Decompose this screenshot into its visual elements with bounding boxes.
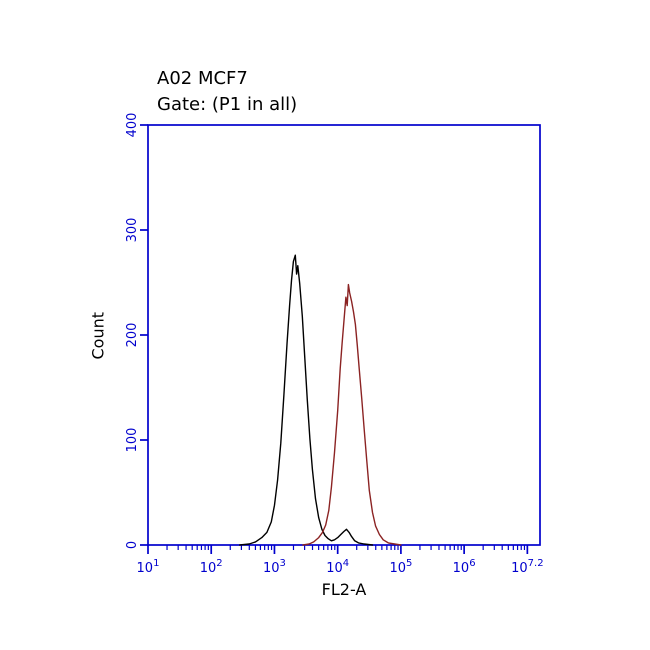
x-tick-label: 105 bbox=[389, 558, 412, 576]
y-tick-label: 200 bbox=[125, 323, 140, 348]
x-axis-label: FL2-A bbox=[321, 580, 367, 599]
x-tick-label: 102 bbox=[200, 558, 223, 576]
series-curve-stained-sample bbox=[302, 283, 402, 546]
x-tick-label: 103 bbox=[263, 558, 286, 576]
y-tick-label: 400 bbox=[125, 113, 140, 138]
series-curve-unstained-control bbox=[238, 254, 374, 546]
plot-frame bbox=[147, 124, 541, 546]
y-tick-label: 300 bbox=[125, 218, 140, 243]
y-tick-label: 100 bbox=[125, 428, 140, 453]
x-tick-label: 101 bbox=[137, 558, 160, 576]
y-tick-label: 0 bbox=[125, 541, 140, 549]
x-tick-label: 107.2 bbox=[511, 558, 543, 576]
x-tick-label: 104 bbox=[326, 558, 349, 576]
x-tick-label: 106 bbox=[453, 558, 476, 576]
plot-title: A02 MCF7 bbox=[157, 68, 248, 89]
plot-gate-subtitle: Gate: (P1 in all) bbox=[157, 94, 298, 115]
